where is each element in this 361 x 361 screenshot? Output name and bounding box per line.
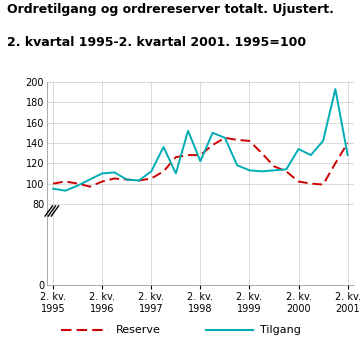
Text: Reserve: Reserve (116, 325, 160, 335)
Text: Tilgang: Tilgang (260, 325, 301, 335)
Text: 2. kvartal 1995-2. kvartal 2001. 1995=100: 2. kvartal 1995-2. kvartal 2001. 1995=10… (7, 36, 306, 49)
Text: Ordretilgang og ordrereserver totalt. Ujustert.: Ordretilgang og ordrereserver totalt. Uj… (7, 3, 334, 16)
